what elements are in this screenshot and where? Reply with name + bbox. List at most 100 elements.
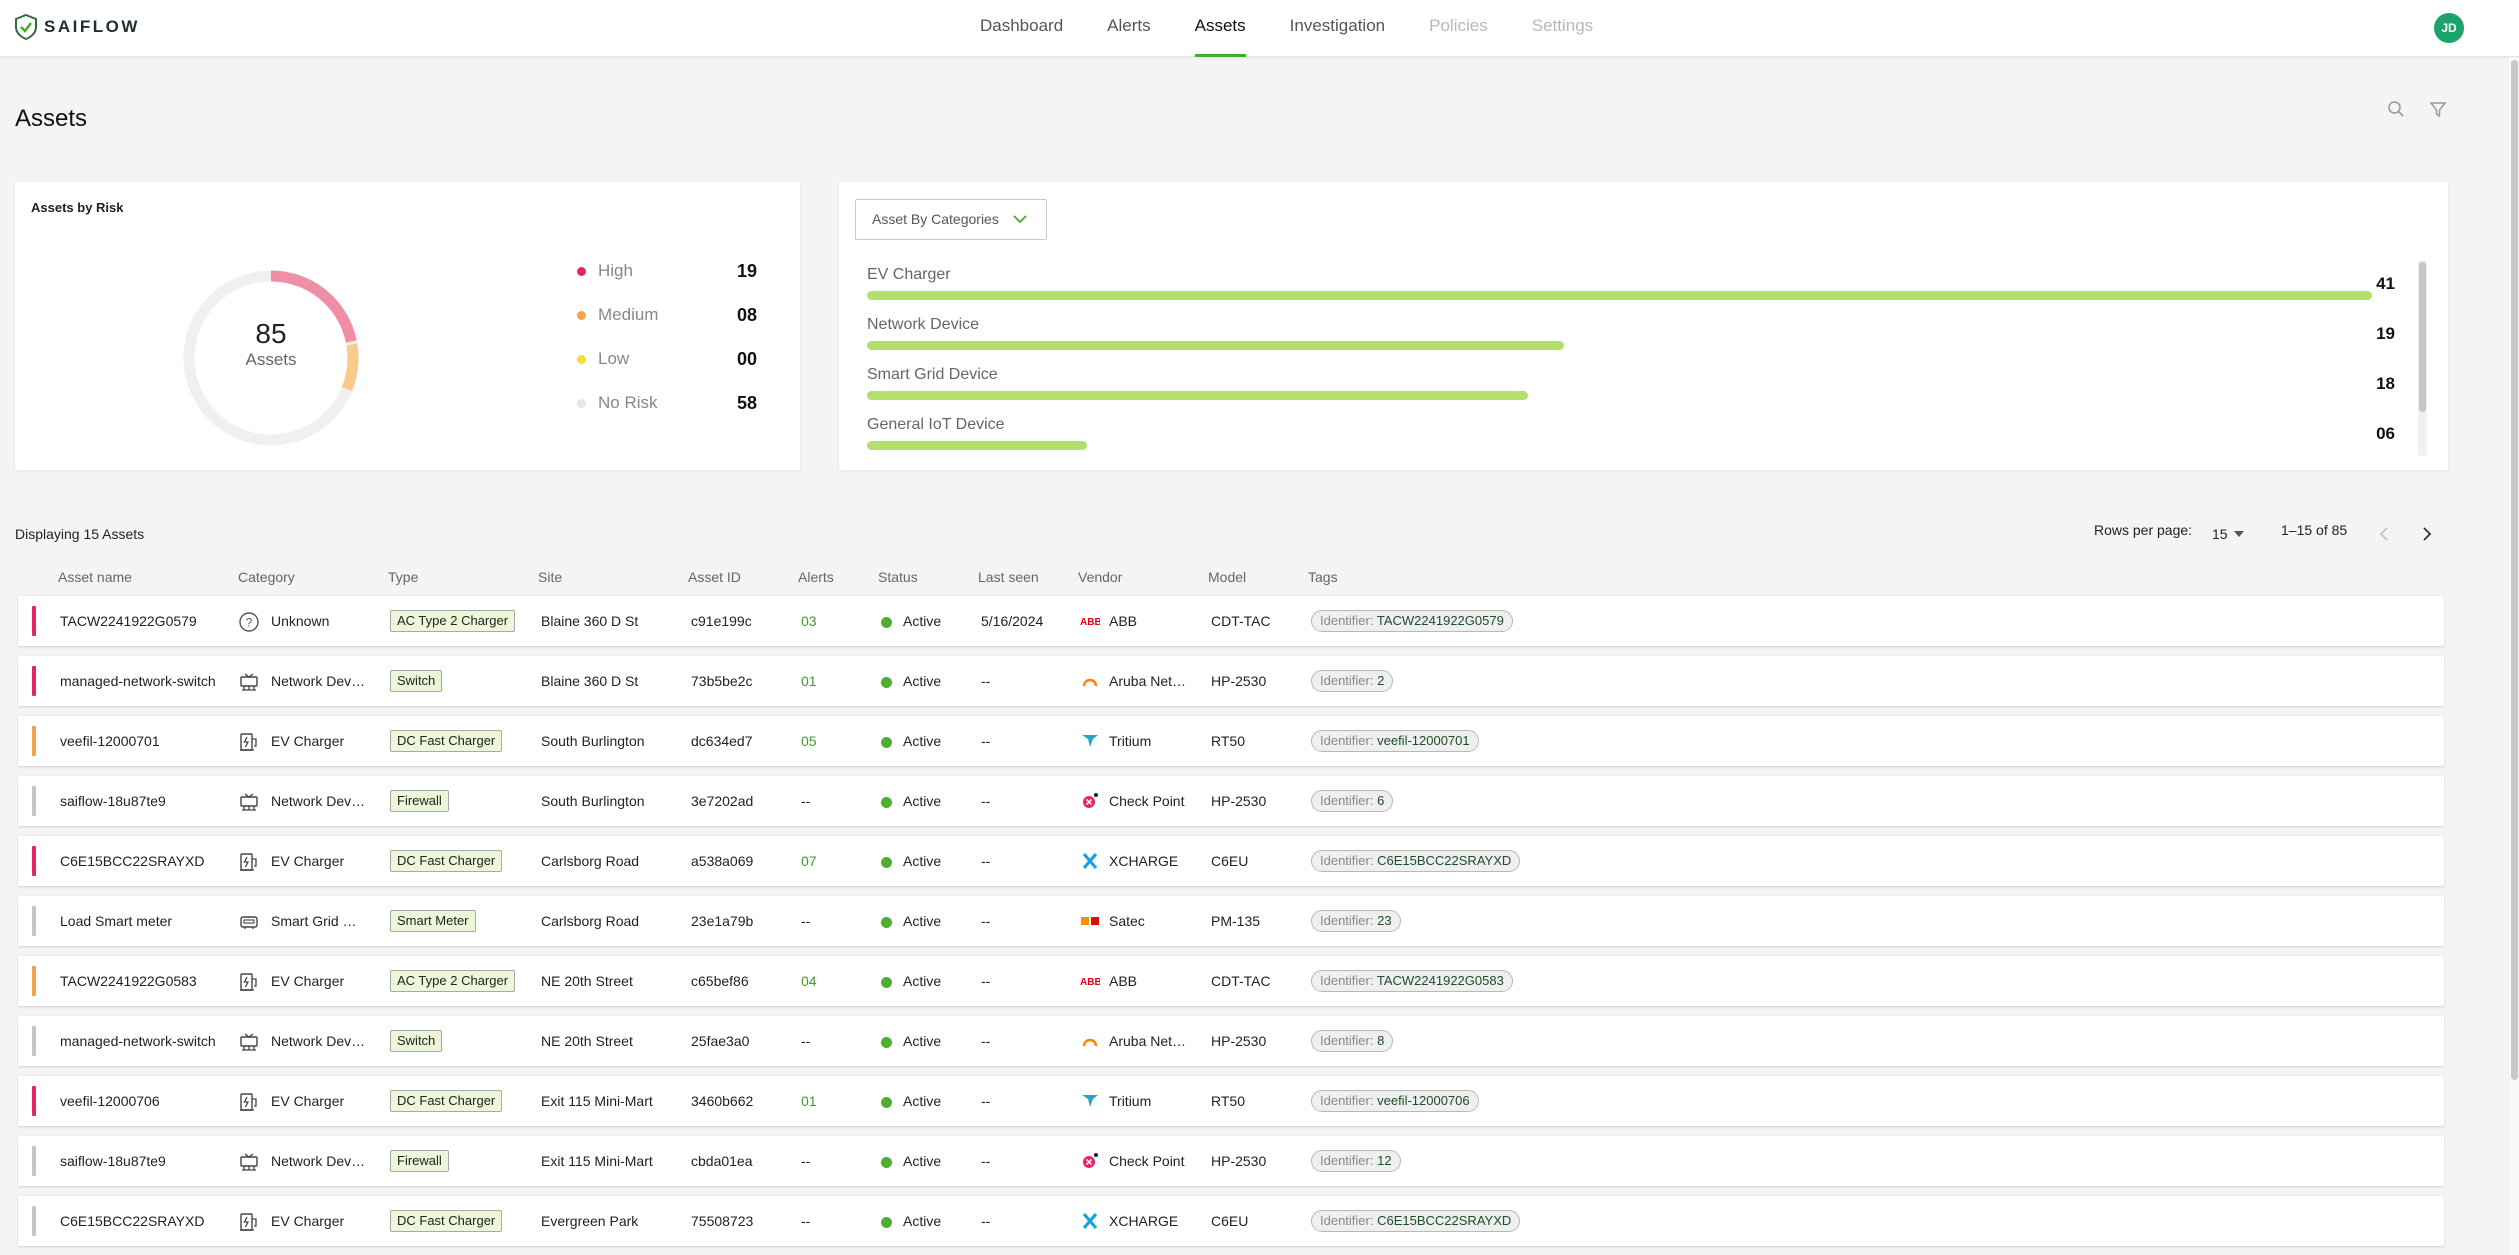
nav-policies[interactable]: Policies [1429,16,1488,35]
satec-logo-icon [1080,912,1100,930]
table-row[interactable]: C6E15BCC22SRAYXD EV Charger DC Fast Charge… [18,1196,2444,1246]
brand-logo[interactable]: SAIFLOW [14,14,140,40]
asset-alerts[interactable]: 04 [801,973,817,989]
asset-name[interactable]: TACW2241922G0583 [60,973,197,989]
asset-last-seen: -- [981,793,991,809]
asset-vendor: ABB [1109,973,1138,989]
category-view-select[interactable]: Asset By Categories [855,199,1047,240]
asset-name[interactable]: managed-network-switch [60,1033,216,1049]
identifier-tag[interactable]: Identifier: 6 [1311,790,1394,812]
nav-investigation[interactable]: Investigation [1289,16,1386,35]
identifier-tag[interactable]: Identifier: 2 [1311,670,1394,692]
col-model[interactable]: Model [1208,569,1247,585]
rows-per-page-select[interactable]: 15 [2212,522,2244,546]
asset-model: HP-2530 [1211,1153,1267,1169]
col-last-seen[interactable]: Last seen [978,569,1039,585]
category-row[interactable]: Smart Grid Device 18 [867,366,2407,416]
svg-text:ABB: ABB [1080,617,1100,628]
identifier-tag[interactable]: Identifier: TACW2241922G0579 [1311,610,1513,632]
nav-settings[interactable]: Settings [1531,16,1594,35]
nav-dashboard[interactable]: Dashboard [980,16,1064,35]
nav-alerts[interactable]: Alerts [1107,16,1151,35]
category-row[interactable]: EV Charger 41 [867,266,2407,316]
asset-alerts[interactable]: -- [801,913,811,929]
filter-icon[interactable] [2427,98,2449,120]
table-row[interactable]: saiflow-18u87te9 Network Device Firewall Ex… [18,1136,2444,1186]
table-row[interactable]: managed-network-switch Network Device Swit… [18,656,2444,706]
asset-name[interactable]: veefil-12000701 [60,733,160,749]
legend-no-risk[interactable]: No Risk 58 [577,391,757,415]
table-row[interactable]: TACW2241922G0583 EV Charger AC Type 2 Char… [18,956,2444,1006]
identifier-tag[interactable]: Identifier: C6E15BCC22SRAYXD [1311,850,1521,872]
asset-category: EV Charger [271,1093,345,1109]
search-icon[interactable] [2385,98,2407,120]
categories-scrollbar[interactable] [2419,262,2426,412]
col-vendor[interactable]: Vendor [1078,569,1123,585]
user-avatar[interactable]: JD [2434,13,2464,43]
col-category[interactable]: Category [238,569,295,585]
status-dot [881,857,892,868]
identifier-tag[interactable]: Identifier: TACW2241922G0583 [1311,970,1513,992]
asset-name[interactable]: managed-network-switch [60,673,216,689]
asset-alerts[interactable]: -- [801,1213,811,1229]
asset-name[interactable]: veefil-12000706 [60,1093,160,1109]
next-page-icon[interactable] [2417,525,2435,543]
category-row[interactable]: General IoT Device 06 [867,416,2407,466]
col-site[interactable]: Site [538,569,563,585]
table-row[interactable]: managed-network-switch Network Device Swit… [18,1016,2444,1066]
asset-status: Active [903,913,942,929]
tag-value: 2 [1377,673,1385,688]
col-tags[interactable]: Tags [1308,569,1338,585]
asset-name[interactable]: Load Smart meter [60,913,173,929]
page-scrollbar[interactable] [2511,60,2518,1080]
category-value: 18 [2376,374,2395,393]
asset-name[interactable]: C6E15BCC22SRAYXD [60,1213,205,1229]
identifier-tag[interactable]: Identifier: veefil-12000706 [1311,1090,1479,1112]
nav-assets[interactable]: Assets [1194,0,1246,57]
table-row[interactable]: Load Smart meter Smart Grid Device Smart M… [18,896,2444,946]
category-row[interactable]: Network Device 19 [867,316,2407,366]
col-type[interactable]: Type [388,569,419,585]
col-asset-id[interactable]: Asset ID [688,569,741,585]
identifier-tag[interactable]: Identifier: 12 [1311,1150,1401,1172]
asset-alerts[interactable]: 01 [801,673,817,689]
asset-name[interactable]: C6E15BCC22SRAYXD [60,853,205,869]
identifier-tag[interactable]: Identifier: 8 [1311,1030,1394,1052]
identifier-tag[interactable]: Identifier: 23 [1311,910,1401,932]
donut-arc-high[interactable] [183,270,359,446]
table-row[interactable]: TACW2241922G0579? Unknown AC Type 2 Charge… [18,596,2444,646]
asset-id: a538a069 [691,853,754,869]
identifier-tag[interactable]: Identifier: C6E15BCC22SRAYXD [1311,1210,1521,1232]
asset-alerts[interactable]: -- [801,1033,811,1049]
asset-alerts[interactable]: 03 [801,613,817,629]
donut-arc-medium[interactable] [177,264,366,453]
col-alerts[interactable]: Alerts [798,569,834,585]
tag-value: 6 [1377,793,1385,808]
legend-medium[interactable]: Medium 08 [577,303,757,327]
asset-type-chip: Switch [390,1030,443,1052]
asset-name[interactable]: saiflow-18u87te9 [60,1153,166,1169]
asset-name[interactable]: saiflow-18u87te9 [60,793,166,809]
col-asset-name[interactable]: Asset name [58,569,132,585]
table-row[interactable]: veefil-12000701 EV Charger DC Fast Charger… [18,716,2444,766]
asset-alerts[interactable]: 07 [801,853,817,869]
legend-high[interactable]: High 19 [577,259,757,283]
identifier-tag[interactable]: Identifier: veefil-12000701 [1311,730,1479,752]
table-row[interactable]: saiflow-18u87te9 Network Device Firewall So… [18,776,2444,826]
legend-low[interactable]: Low 00 [577,347,757,371]
asset-alerts[interactable]: -- [801,1153,811,1169]
risk-indicator [32,1206,36,1236]
asset-name[interactable]: TACW2241922G0579 [60,613,197,629]
table-row[interactable]: C6E15BCC22SRAYXD EV Charger DC Fast Charge… [18,836,2444,886]
tag-key: Identifier: [1320,793,1374,808]
asset-alerts[interactable]: 01 [801,1093,817,1109]
legend-label: Low [598,349,630,368]
asset-category: Smart Grid Device [271,913,366,929]
asset-alerts[interactable]: -- [801,793,811,809]
asset-alerts[interactable]: 05 [801,733,817,749]
table-row[interactable]: veefil-12000706 EV Charger DC Fast Charger… [18,1076,2444,1126]
asset-category: Network Device [271,793,366,809]
asset-last-seen: -- [981,733,991,749]
col-status[interactable]: Status [878,569,918,585]
previous-page-icon[interactable] [2376,525,2394,543]
